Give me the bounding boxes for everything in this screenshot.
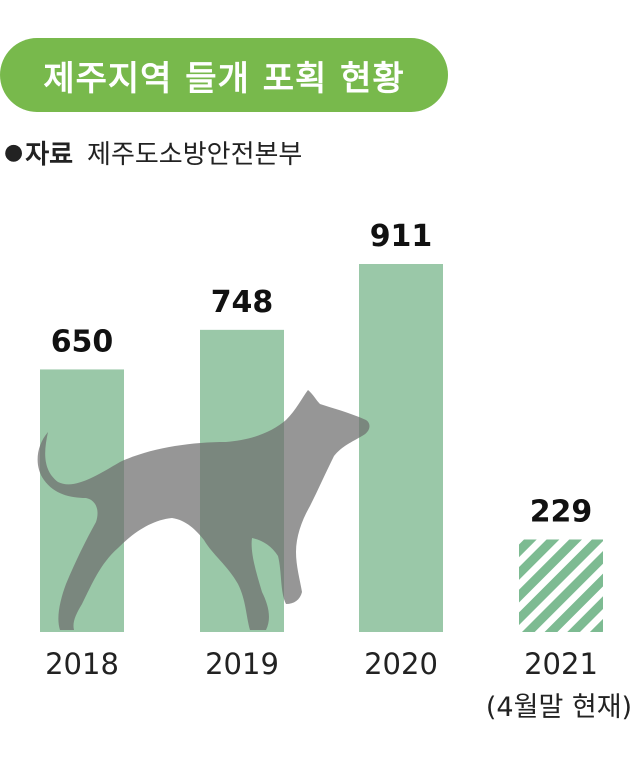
category-note-2021: (4월말 현재) — [486, 692, 632, 723]
chart-title: 제주지역 들개 포획 현황 — [43, 58, 405, 99]
category-label-2018: 2018 — [45, 647, 119, 681]
data-label-2020: 911 — [370, 219, 433, 254]
bar-2020 — [359, 264, 443, 632]
title-banner: 제주지역 들개 포획 현황 — [0, 38, 448, 112]
source-line: ● 자료 제주도소방안전본부 — [4, 134, 302, 171]
source-label: 자료 — [25, 140, 74, 170]
category-label-2021: 2021 — [524, 647, 598, 681]
dog-silhouette-icon — [37, 390, 370, 630]
category-label-2019: 2019 — [205, 647, 279, 681]
source-bullet: ● — [4, 140, 24, 165]
data-label-2021: 229 — [530, 494, 593, 529]
source-value: 제주도소방안전본부 — [87, 140, 303, 170]
bar-2021 — [519, 539, 603, 632]
data-label-2018: 650 — [51, 324, 114, 359]
data-label-2019: 748 — [211, 285, 274, 320]
category-label-2020: 2020 — [364, 647, 438, 681]
